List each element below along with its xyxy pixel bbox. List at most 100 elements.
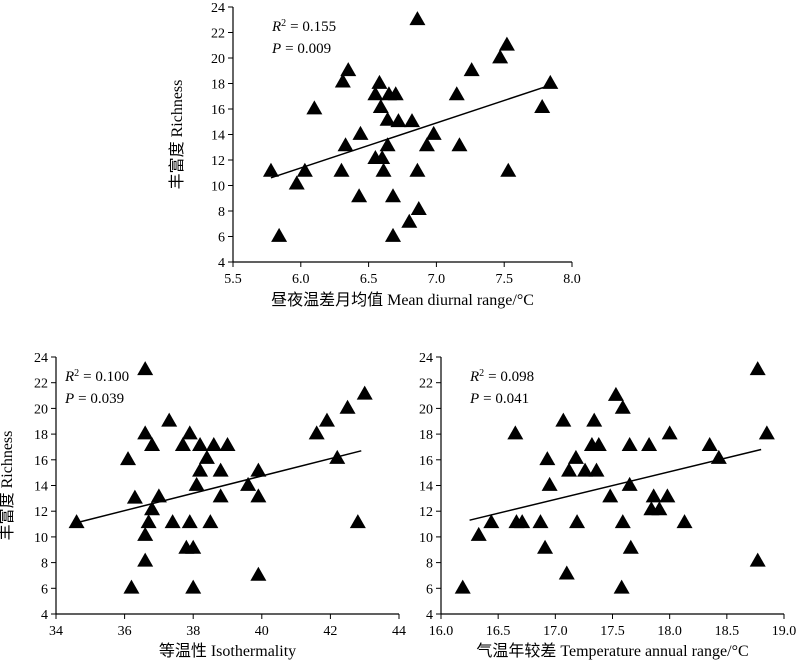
y-tick-label: 16 xyxy=(419,454,433,469)
data-point-triangle xyxy=(470,526,487,541)
data-point-triangle xyxy=(607,386,624,401)
y-axis-label: 丰富度 Richness xyxy=(168,80,186,190)
data-point-triangle xyxy=(181,425,198,440)
p-value-annotation: P = 0.039 xyxy=(64,391,124,407)
data-point-triangle xyxy=(590,436,607,451)
data-point-triangle xyxy=(339,399,356,414)
p-symbol: P xyxy=(469,391,479,407)
data-point-triangle xyxy=(144,436,161,451)
data-point-triangle xyxy=(567,449,584,464)
x-tick-label: 6.0 xyxy=(292,272,310,287)
data-point-triangle xyxy=(558,565,575,580)
data-point-triangle xyxy=(588,462,605,477)
data-point-triangle xyxy=(181,514,198,529)
y-tick-label: 22 xyxy=(419,377,433,392)
data-point-triangle xyxy=(401,213,418,228)
y-tick-label: 4 xyxy=(218,256,225,271)
p-value: = 0.009 xyxy=(285,41,331,57)
data-point-triangle xyxy=(202,514,219,529)
panel-mean-diurnal-range: 4 6 8 10 12 14 16 18 20 22 24 5.5 6.0 6.5 7.0 7.5 8.0 昼夜温… xyxy=(168,1,581,309)
data-point-triangle xyxy=(425,125,442,140)
x-tick-label: 6.5 xyxy=(360,272,378,287)
data-point-triangle xyxy=(379,137,396,152)
data-point-triangle xyxy=(659,488,676,503)
data-point-triangle xyxy=(645,488,662,503)
regression-line xyxy=(76,450,362,524)
data-point-triangle xyxy=(569,514,586,529)
data-point-triangle xyxy=(410,201,427,216)
data-point-triangle xyxy=(379,111,396,126)
x-axis-label: 昼夜温差月均值 Mean diurnal range/°C xyxy=(271,291,534,309)
data-point-triangle xyxy=(541,476,558,491)
data-point-triangle xyxy=(185,539,202,554)
data-point-triangle xyxy=(409,162,426,177)
r-squared-annotation: R2 = 0.100 xyxy=(64,368,129,386)
data-point-triangle xyxy=(483,514,500,529)
y-tick-label: 20 xyxy=(211,52,225,67)
data-point-triangle xyxy=(337,137,354,152)
r-squared-value: = 0.098 xyxy=(488,369,534,385)
data-point-triangle xyxy=(622,539,639,554)
data-point-triangle xyxy=(641,436,658,451)
y-tick-label: 10 xyxy=(34,531,48,546)
data-point-triangle xyxy=(333,162,350,177)
y-tick-label: 4 xyxy=(426,608,433,623)
squared-superscript: 2 xyxy=(74,368,79,379)
data-point-triangle xyxy=(749,552,766,567)
data-point-triangle xyxy=(507,425,524,440)
data-point-triangle xyxy=(676,514,693,529)
data-point-triangle xyxy=(498,36,515,51)
data-point-triangle xyxy=(356,385,373,400)
data-point-triangle xyxy=(188,476,205,491)
x-tick-label: 36 xyxy=(118,624,132,639)
y-tick-label: 24 xyxy=(34,351,48,366)
x-tick-label: 18.5 xyxy=(715,624,740,639)
data-point-triangle xyxy=(614,399,631,414)
data-point-triangle xyxy=(352,125,369,140)
x-tick-label: 17.0 xyxy=(543,624,568,639)
x-tick-label: 34 xyxy=(49,624,63,639)
p-value: = 0.041 xyxy=(483,391,529,407)
data-point-triangle xyxy=(212,488,229,503)
y-tick-label: 14 xyxy=(419,480,433,495)
data-point-triangle xyxy=(308,425,325,440)
x-tick-label: 18.0 xyxy=(657,624,682,639)
data-point-triangle xyxy=(514,514,531,529)
x-tick-label: 16.0 xyxy=(429,624,454,639)
data-point-triangle xyxy=(240,476,257,491)
data-point-triangle xyxy=(602,488,619,503)
data-point-triangle xyxy=(192,436,209,451)
data-point-triangle xyxy=(500,162,517,177)
r-squared-annotation: R2 = 0.098 xyxy=(469,368,534,386)
panel-isothermality: 4 6 8 10 12 14 16 18 20 22 24 34 36 38 40 42 44 等温性 Isoth… xyxy=(0,351,406,660)
data-point-triangle xyxy=(539,451,556,466)
r-squared-annotation: R2 = 0.155 xyxy=(271,18,336,36)
x-axis-label: 气温年较差 Temperature annual range/°C xyxy=(476,642,748,660)
y-tick-label: 8 xyxy=(218,205,225,220)
data-point-triangle xyxy=(318,412,335,427)
x-tick-label: 5.5 xyxy=(224,272,242,287)
data-point-triangle xyxy=(385,227,402,242)
data-point-triangle xyxy=(390,113,407,128)
data-point-triangle xyxy=(120,451,137,466)
data-point-triangle xyxy=(463,62,480,77)
y-axis-label: 丰富度 Richness xyxy=(0,431,16,541)
y-tick-label: 10 xyxy=(419,531,433,546)
regression-line xyxy=(270,85,548,179)
p-value-annotation: P = 0.009 xyxy=(271,41,331,57)
data-point-triangle xyxy=(532,514,549,529)
data-point-triangle xyxy=(212,462,229,477)
data-point-triangle xyxy=(448,86,465,101)
data-point-triangle xyxy=(701,436,718,451)
data-point-triangle xyxy=(250,566,267,581)
squared-superscript: 2 xyxy=(479,368,484,379)
y-tick-label: 22 xyxy=(211,27,225,42)
r-symbol: R xyxy=(271,19,281,35)
y-tick-label: 14 xyxy=(34,480,48,495)
y-tick-label: 14 xyxy=(211,129,225,144)
y-tick-label: 24 xyxy=(211,1,225,16)
data-point-triangle xyxy=(367,86,384,101)
x-tick-label: 38 xyxy=(186,624,200,639)
x-tick-label: 42 xyxy=(323,624,337,639)
